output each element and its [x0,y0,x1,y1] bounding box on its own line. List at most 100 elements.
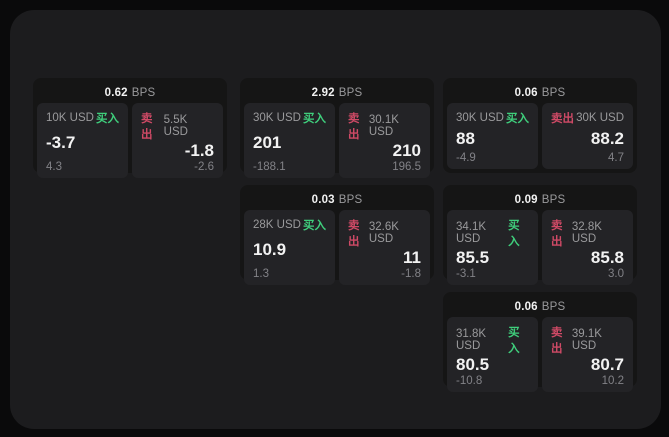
bps-value: 0.62 [104,86,128,99]
buy-amount: 30K USD [456,112,504,124]
buy-change: 4.3 [46,160,62,173]
buy-price: 80.5 [456,355,490,374]
quote-card: 2.92 BPS 30K USD 买入 201 -188.1 卖出 30.1K … [240,78,434,178]
sell-change: 4.7 [608,152,624,164]
sell-tile[interactable]: 卖出 32.8K USD 85.8 3.0 [542,210,633,285]
buy-tile-header: 28K USD 买入 [253,217,326,233]
buy-tile[interactable]: 30K USD 买入 88 -4.9 [447,103,538,169]
sell-amount: 32.8K USD [571,221,602,245]
sell-amount: 39.1K USD [571,328,602,352]
quote-card: 0.62 BPS 10K USD 买入 -3.7 4.3 卖出 5.5K USD… [33,78,227,178]
buy-tile-header: 30K USD 买入 [456,110,529,126]
sell-price: 80.7 [590,355,624,374]
quote-tiles: 28K USD 买入 10.9 1.3 卖出 32.6K USD 11 -1.8 [244,210,430,285]
buy-tile-header: 34.1K USD 买入 [456,217,529,249]
bps-unit-label: BPS [541,193,566,206]
buy-tile[interactable]: 30K USD 买入 201 -188.1 [244,103,335,178]
sell-tile[interactable]: 卖出 32.6K USD 11 -1.8 [339,210,430,285]
sell-tile[interactable]: 卖出 39.1K USD 80.7 10.2 [542,317,633,392]
buy-tile[interactable]: 28K USD 买入 10.9 1.3 [244,210,335,285]
quote-card: 0.06 BPS 31.8K USD 买入 80.5 -10.8 卖出 39.1… [443,292,637,392]
sell-price: 11 [403,248,421,267]
buy-amount: 31.8K USD [456,328,487,352]
sell-tile[interactable]: 卖出 30.1K USD 210 196.5 [339,103,430,178]
bps-value: 0.03 [311,193,335,206]
quote-tiles: 31.8K USD 买入 80.5 -10.8 卖出 39.1K USD 80.… [447,317,633,392]
sell-side-label: 卖出 [551,220,563,248]
sell-price: 88.2 [590,128,624,148]
buy-change: -3.1 [456,267,476,280]
quote-cards-grid: 0.62 BPS 10K USD 买入 -3.7 4.3 卖出 5.5K USD… [10,10,661,429]
card-header: 0.62 BPS [37,82,223,103]
buy-side-label: 买入 [508,327,520,355]
card-header: 0.06 BPS [447,296,633,317]
sell-side-label: 卖出 [141,113,153,141]
buy-change: -188.1 [253,160,286,173]
bps-unit-label: BPS [541,86,566,99]
sell-change: 10.2 [601,374,624,387]
bps-unit-label: BPS [131,86,156,99]
buy-price: 201 [253,133,282,152]
sell-amount: 30.1K USD [368,114,399,138]
buy-change: 1.3 [253,267,269,280]
bps-value: 0.06 [514,300,538,313]
quote-tiles: 34.1K USD 买入 85.5 -3.1 卖出 32.8K USD 85.8… [447,210,633,285]
sell-tile[interactable]: 卖出 5.5K USD -1.8 -2.6 [132,103,223,178]
buy-tile-header: 10K USD 买入 [46,110,119,126]
main-panel: 0.62 BPS 10K USD 买入 -3.7 4.3 卖出 5.5K USD… [10,10,661,429]
quote-card: 0.03 BPS 28K USD 买入 10.9 1.3 卖出 32.6K US… [240,185,434,285]
sell-side-label: 卖出 [348,220,360,248]
card-header: 0.06 BPS [447,82,633,103]
buy-change: -4.9 [456,152,476,164]
card-header: 0.09 BPS [447,189,633,210]
buy-tile[interactable]: 34.1K USD 买入 85.5 -3.1 [447,210,538,285]
buy-tile[interactable]: 10K USD 买入 -3.7 4.3 [37,103,128,178]
sell-tile[interactable]: 卖出 30K USD 88.2 4.7 [542,103,633,169]
sell-tile-header: 卖出 32.8K USD [551,217,624,249]
buy-side-label: 买入 [96,113,119,125]
sell-amount: 5.5K USD [163,114,188,138]
bps-value: 0.09 [514,193,538,206]
quote-tiles: 30K USD 买入 88 -4.9 卖出 30K USD 88.2 4.7 [447,103,633,169]
sell-change: 3.0 [608,267,624,280]
buy-change: -10.8 [456,374,483,387]
buy-price: -3.7 [46,133,76,152]
buy-side-label: 买入 [508,220,520,248]
buy-tile[interactable]: 31.8K USD 买入 80.5 -10.8 [447,317,538,392]
buy-amount: 34.1K USD [456,221,487,245]
bps-unit-label: BPS [338,193,363,206]
sell-side-label: 卖出 [551,327,563,355]
sell-tile-header: 卖出 32.6K USD [348,217,421,249]
card-header: 2.92 BPS [244,82,430,103]
sell-price: 210 [392,141,421,160]
buy-side-label: 买入 [506,113,529,125]
quote-card: 0.06 BPS 30K USD 买入 88 -4.9 卖出 30K USD 8… [443,78,637,173]
buy-price: 85.5 [456,248,490,267]
buy-tile-header: 30K USD 买入 [253,110,326,126]
sell-change: 196.5 [392,160,421,173]
sell-change: -2.6 [194,160,214,173]
bps-unit-label: BPS [541,300,566,313]
sell-tile-header: 卖出 39.1K USD [551,324,624,356]
quote-tiles: 30K USD 买入 201 -188.1 卖出 30.1K USD 210 1… [244,103,430,178]
card-header: 0.03 BPS [244,189,430,210]
sell-price: 85.8 [590,248,624,267]
bps-value: 2.92 [311,86,335,99]
sell-change: -1.8 [401,267,421,280]
buy-amount: 28K USD [253,219,301,231]
sell-amount: 32.6K USD [368,221,399,245]
buy-side-label: 买入 [303,113,326,125]
buy-tile-header: 31.8K USD 买入 [456,324,529,356]
sell-amount: 30K USD [576,112,624,124]
bps-value: 0.06 [514,86,538,99]
sell-side-label: 卖出 [551,113,574,125]
sell-side-label: 卖出 [348,113,360,141]
sell-tile-header: 卖出 30.1K USD [348,110,421,142]
sell-tile-header: 卖出 30K USD [551,110,624,126]
sell-tile-header: 卖出 5.5K USD [141,110,214,142]
buy-price: 88 [456,128,475,148]
buy-amount: 10K USD [46,112,94,124]
quote-tiles: 10K USD 买入 -3.7 4.3 卖出 5.5K USD -1.8 -2.… [37,103,223,178]
bps-unit-label: BPS [338,86,363,99]
buy-price: 10.9 [253,240,287,259]
